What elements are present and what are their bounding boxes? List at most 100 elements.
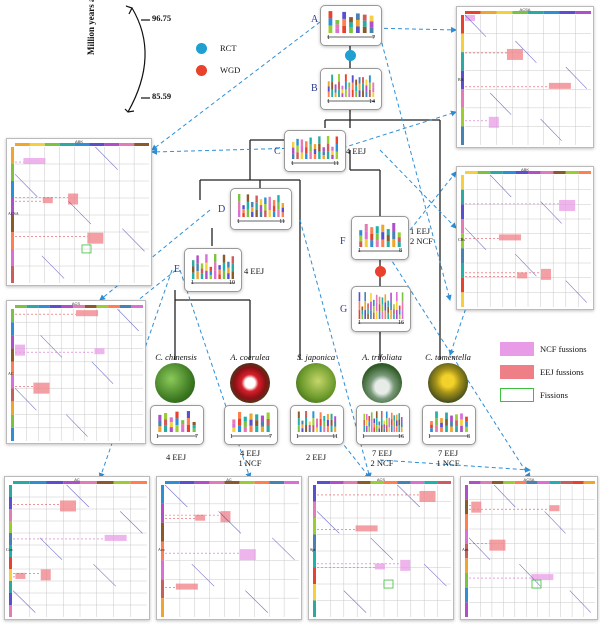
time-axis-label: Million years ago (86, 0, 96, 55)
left-strip (11, 249, 14, 266)
left-strip (161, 579, 164, 599)
chromosome-segment (322, 155, 325, 159)
chromosome-segment (392, 222, 396, 231)
chromosome-segment (381, 239, 385, 247)
chromosome-segment (192, 425, 196, 429)
chromosome-segment (355, 26, 360, 33)
dotplot-acsa-atri[interactable]: ACSA Atri (460, 476, 598, 620)
tomentella-karyotype[interactable]: 1 8 (422, 405, 476, 445)
chromosome-segment (316, 427, 318, 432)
chromosome-segment (158, 414, 162, 421)
chromosome-segment (243, 426, 247, 432)
chromosome-segment (312, 425, 315, 432)
fusion-block (104, 534, 127, 541)
fusion-block (23, 158, 46, 165)
left-strip (465, 499, 468, 515)
chromosome-segment (301, 424, 304, 429)
dotplot-acs-ac[interactable]: ACS AC (6, 300, 146, 444)
left-strip (9, 509, 12, 521)
chromosome-segment (319, 412, 322, 419)
chromosome-segment (300, 152, 304, 159)
dotplot-abk-acsa[interactable]: ABK ACSA (6, 138, 152, 286)
node-e-note: 4 EEJ (244, 266, 265, 276)
dotplot-acsa-ba[interactable]: ACSA BA (456, 6, 594, 148)
chromosome-segment (393, 304, 395, 310)
top-strip (540, 171, 554, 174)
dotplot-abk-cbs[interactable]: ABK CBs (456, 166, 594, 310)
chromosome-segment (465, 416, 468, 422)
chromosome-segment (450, 421, 453, 427)
left-strip (11, 361, 14, 375)
left-strip (313, 485, 316, 502)
chromosome-segment (251, 202, 254, 208)
node-b-karyotype[interactable]: 1 14 (320, 68, 382, 110)
top-strip (330, 481, 344, 484)
chromosome-segment (388, 417, 391, 423)
chromosome-segment (218, 274, 221, 279)
left-strip (11, 198, 14, 215)
chromosome-segment (368, 426, 371, 432)
trifoliata-karyotype[interactable]: 1 16 (356, 405, 410, 445)
chromosome-segment (445, 412, 448, 420)
chromosome-segment (342, 25, 347, 33)
chromosome-segment (380, 425, 383, 432)
chromosome-segment (246, 209, 250, 217)
chromosome-segment (450, 415, 453, 422)
chromosome-segment (309, 144, 312, 152)
chromosome-segment (440, 418, 443, 423)
top-strip (469, 481, 481, 484)
chromosome-segment (255, 420, 259, 427)
chromosome-segment (232, 423, 236, 428)
coerulea-photo (230, 363, 270, 403)
chromosome-segment (218, 269, 221, 275)
dotplot-ac-ccn[interactable]: AC Ccn (4, 476, 150, 620)
chromosome-segment (338, 81, 340, 90)
chromosome-segment (237, 209, 241, 217)
trifoliata-note: 7 EEJ 2 NCF (370, 448, 394, 468)
left-strip (461, 189, 464, 205)
coerulea-karyotype[interactable]: 1 7 (224, 405, 278, 445)
node-e-karyotype[interactable]: 1 10 (184, 248, 242, 292)
node-d-karyotype[interactable]: 1 11 (230, 188, 292, 230)
chromosome-segment (260, 426, 264, 432)
fusion-block (549, 505, 560, 512)
top-strip (553, 171, 566, 174)
chinensis-karyotype[interactable]: 1 7 (150, 405, 204, 445)
chromosome-segment (249, 425, 253, 432)
node-f-karyotype[interactable]: 1 8 (351, 216, 409, 260)
chromosome-segment (260, 421, 264, 427)
chromosome-segment (318, 136, 321, 144)
chromosome-segment (318, 151, 321, 159)
chromosome-segment (341, 85, 344, 90)
tomentella-note: 7 EEJ 1 NCF (436, 448, 460, 468)
dotplot-acs-sja[interactable]: ACS Sja (308, 476, 454, 620)
chromosome-segment (222, 254, 226, 263)
chromosome-segment (205, 254, 208, 263)
japonica-karyotype[interactable]: 1 11 (290, 405, 344, 445)
dotplot-ac-aco[interactable]: AC Aco (156, 476, 302, 620)
chromosome-segment (291, 147, 295, 154)
node-g-karyotype[interactable]: 1 16 (351, 286, 411, 332)
chromosome-segment (291, 141, 295, 148)
node-a-karyotype[interactable]: 1 7 (320, 5, 382, 46)
chromosome-segment (326, 151, 330, 159)
top-strip (113, 481, 131, 484)
fusion-block (40, 569, 51, 581)
chromosome-segment (313, 149, 317, 155)
chromosome-segment (342, 18, 347, 26)
chromosome-segment (373, 299, 375, 307)
species-name-chinensis: C. chinensis (155, 352, 197, 362)
top-strip (477, 171, 491, 174)
chromosome-segment (400, 422, 403, 428)
chromosome-segment (205, 262, 208, 271)
chromosome-segment (435, 418, 438, 426)
chromosome-segment (335, 136, 339, 144)
chromosome-segment (348, 82, 351, 88)
chromosome-segment (266, 425, 270, 432)
chromosome-segment (227, 273, 230, 279)
chromosome-segment (186, 411, 190, 419)
node-c-karyotype[interactable]: 1 11 (284, 130, 346, 172)
chromosome-segment (364, 310, 366, 319)
top-strip (44, 143, 60, 146)
top-strip (537, 481, 550, 484)
